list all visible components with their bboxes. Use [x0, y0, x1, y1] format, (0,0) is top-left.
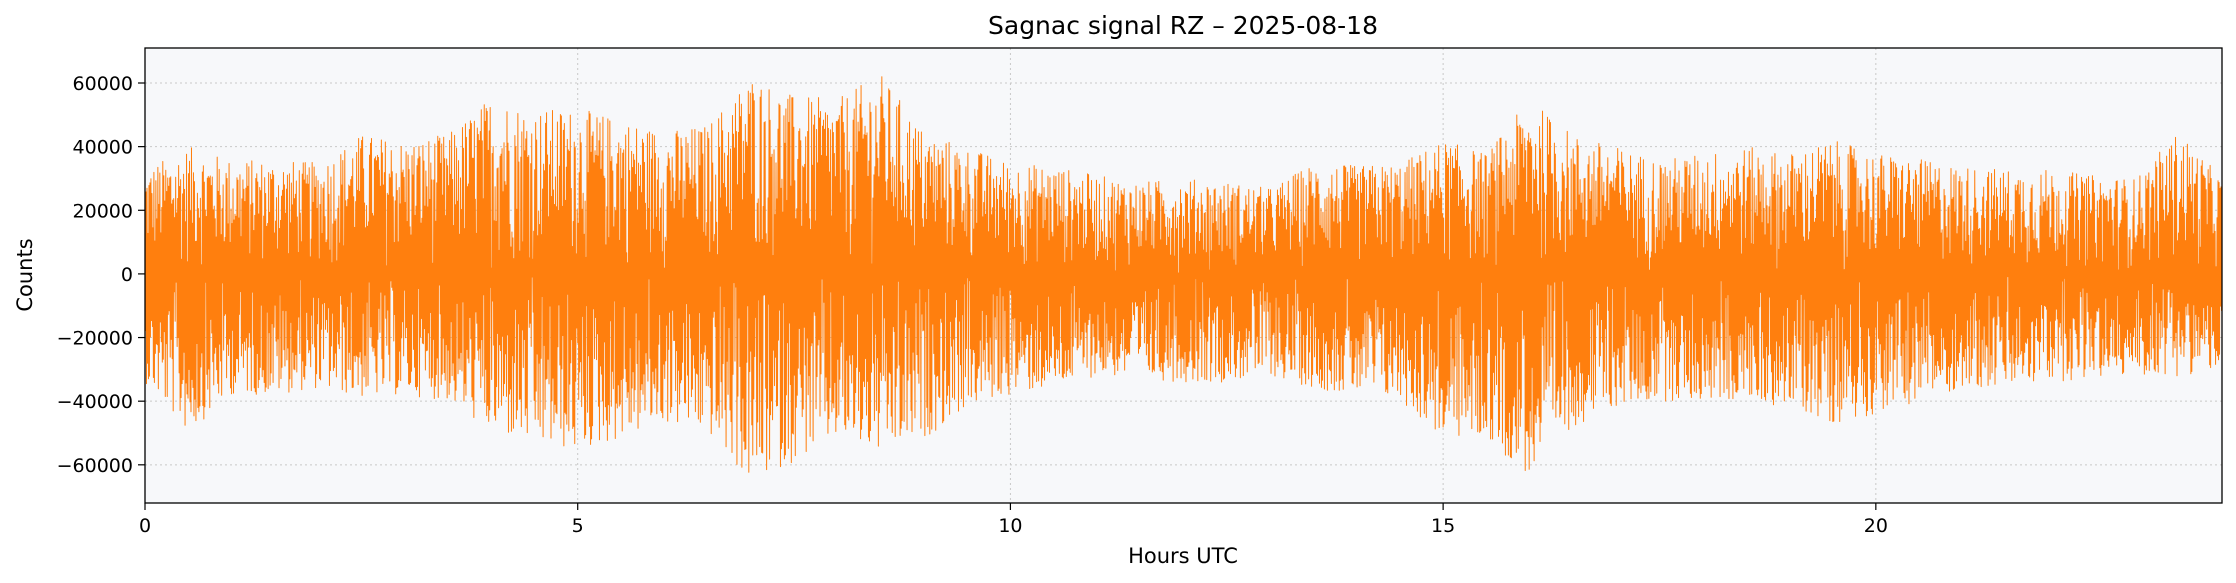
- y-axis-label: Counts: [13, 238, 37, 311]
- x-tick-label: 20: [1864, 515, 1888, 537]
- y-tick-label: −60000: [57, 455, 133, 477]
- x-axis: 0 5 10 15 20: [139, 503, 1888, 537]
- chart-title: Sagnac signal RZ – 2025-08-18: [988, 11, 1378, 40]
- x-tick-label: 10: [998, 515, 1022, 537]
- y-tick-label: 40000: [73, 137, 133, 159]
- x-tick-label: 5: [572, 515, 584, 537]
- x-tick-label: 15: [1431, 515, 1455, 537]
- signal-line: [144, 76, 2223, 473]
- y-axis: −60000 −40000 −20000 0 20000 40000 60000: [57, 73, 145, 477]
- y-tick-label: 0: [121, 264, 133, 286]
- signal-series: [144, 76, 2223, 473]
- x-tick-label: 0: [139, 515, 151, 537]
- y-tick-label: −20000: [57, 328, 133, 350]
- y-tick-label: −40000: [57, 391, 133, 413]
- y-tick-label: 60000: [73, 73, 133, 95]
- x-axis-label: Hours UTC: [1128, 544, 1238, 568]
- plot-frame: [144, 47, 2223, 504]
- y-tick-label: 20000: [73, 200, 133, 222]
